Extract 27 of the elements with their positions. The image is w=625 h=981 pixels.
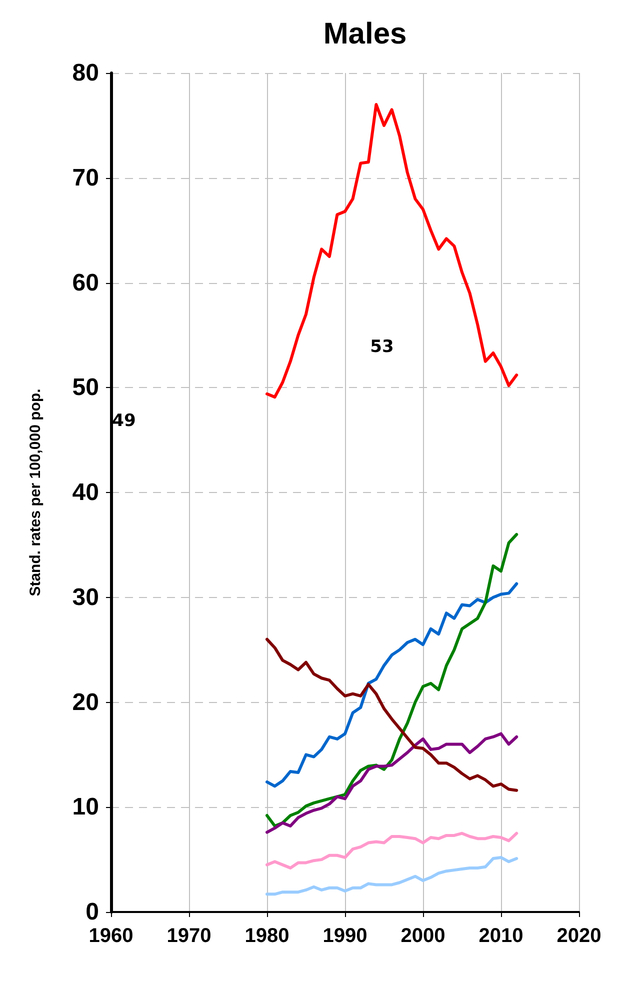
line-series bbox=[266, 832, 518, 870]
line-series bbox=[266, 102, 518, 399]
line-series bbox=[266, 732, 518, 834]
y-tick-label: 10 bbox=[72, 794, 99, 821]
line-series bbox=[266, 532, 518, 828]
line-series bbox=[266, 856, 518, 896]
y-tick-label: 20 bbox=[72, 688, 99, 716]
x-tick-label: 1990 bbox=[322, 925, 368, 947]
y-tick-label: 50 bbox=[72, 374, 99, 402]
y-axis-title: Stand. rates per 100,000 pop. bbox=[27, 388, 44, 596]
y-tick-label: 40 bbox=[72, 479, 99, 506]
x-tick-label: 1980 bbox=[244, 925, 290, 947]
y-tick-label: 60 bbox=[72, 269, 99, 296]
line-series bbox=[266, 638, 518, 792]
x-tick-label: 2000 bbox=[400, 925, 446, 947]
line-series bbox=[266, 582, 518, 788]
chart-title: Males bbox=[323, 18, 407, 50]
x-tick-label: 1960 bbox=[88, 925, 134, 947]
x-tick-label: 2020 bbox=[556, 925, 602, 947]
annotation: 53 bbox=[370, 337, 394, 357]
y-tick-label: 30 bbox=[72, 584, 99, 611]
x-tick-label: 2010 bbox=[478, 925, 524, 947]
y-tick-label: 80 bbox=[72, 60, 99, 86]
y-tick-label: 70 bbox=[72, 164, 99, 192]
x-tick-label: 1970 bbox=[166, 925, 212, 947]
y-tick-label: 0 bbox=[86, 898, 99, 926]
annotation: 49 bbox=[112, 411, 136, 431]
